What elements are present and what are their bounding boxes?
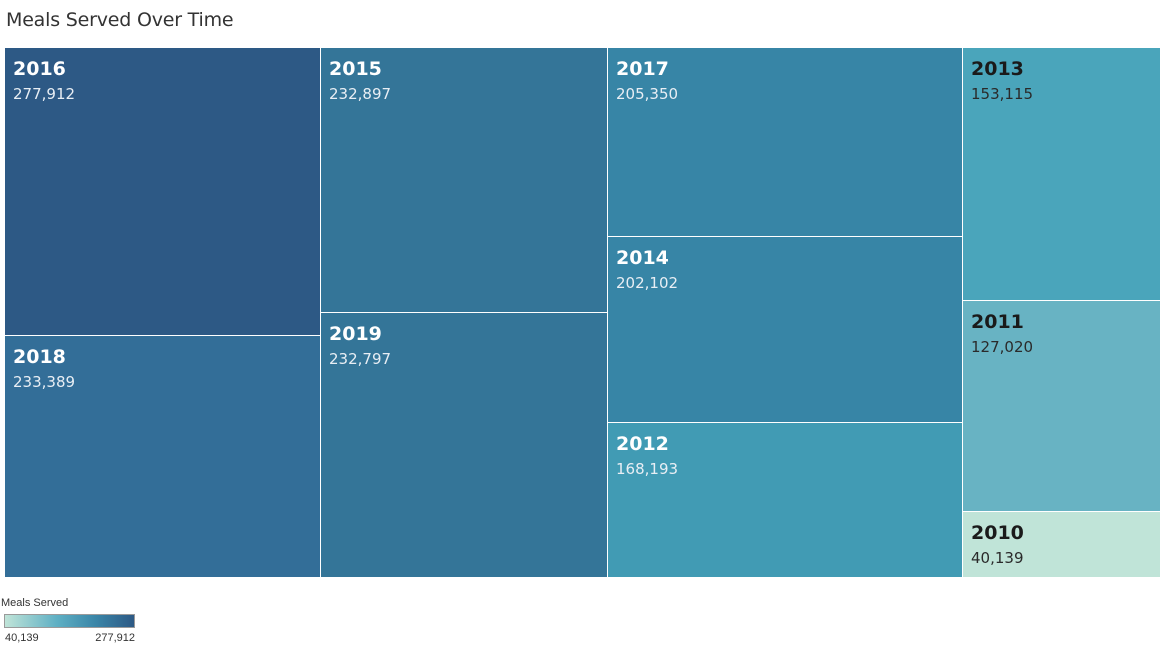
treemap-cell-label: 2014 xyxy=(616,247,669,269)
treemap-cell-2014[interactable]: 2014 202,102 xyxy=(608,237,962,422)
treemap-cell-2011[interactable]: 2011 127,020 xyxy=(963,301,1160,511)
treemap-cell-label: 2017 xyxy=(616,58,669,80)
treemap-cell-2018[interactable]: 2018 233,389 xyxy=(5,336,320,577)
treemap-cell-label: 2010 xyxy=(971,522,1024,544)
treemap-cell-value: 40,139 xyxy=(971,549,1024,567)
treemap-cell-value: 277,912 xyxy=(13,85,76,103)
treemap-cell-label: 2018 xyxy=(13,346,66,368)
treemap-cell-2012[interactable]: 2012 168,193 xyxy=(608,423,962,577)
treemap-cell-value: 153,115 xyxy=(971,85,1034,103)
legend-max-label: 277,912 xyxy=(95,632,135,644)
treemap-cell-2019[interactable]: 2019 232,797 xyxy=(321,313,607,577)
treemap-cell-value: 168,193 xyxy=(616,460,679,478)
treemap-cell-value: 232,797 xyxy=(329,350,392,368)
treemap-cell-2013[interactable]: 2013 153,115 xyxy=(963,48,1160,300)
treemap-cell-label: 2013 xyxy=(971,58,1024,80)
treemap-cell-2017[interactable]: 2017 205,350 xyxy=(608,48,962,236)
treemap-cell-value: 202,102 xyxy=(616,274,679,292)
chart-title: Meals Served Over Time xyxy=(6,9,234,31)
treemap-cell-value: 233,389 xyxy=(13,373,76,391)
treemap-cell-value: 232,897 xyxy=(329,85,392,103)
treemap-cell-2015[interactable]: 2015 232,897 xyxy=(321,48,607,312)
treemap-cell-value: 205,350 xyxy=(616,85,679,103)
treemap-cell-label: 2012 xyxy=(616,433,669,455)
treemap-cell-2010[interactable]: 2010 40,139 xyxy=(963,512,1160,577)
legend-title: Meals Served xyxy=(1,597,69,609)
legend-min-label: 40,139 xyxy=(5,632,39,644)
treemap-cell-label: 2015 xyxy=(329,58,382,80)
legend-color-bar xyxy=(4,614,135,628)
treemap-cell-label: 2019 xyxy=(329,323,382,345)
treemap-cell-label: 2016 xyxy=(13,58,66,80)
treemap-cell-2016[interactable]: 2016 277,912 xyxy=(5,48,320,335)
treemap-cell-value: 127,020 xyxy=(971,338,1034,356)
treemap-cell-label: 2011 xyxy=(971,311,1024,333)
